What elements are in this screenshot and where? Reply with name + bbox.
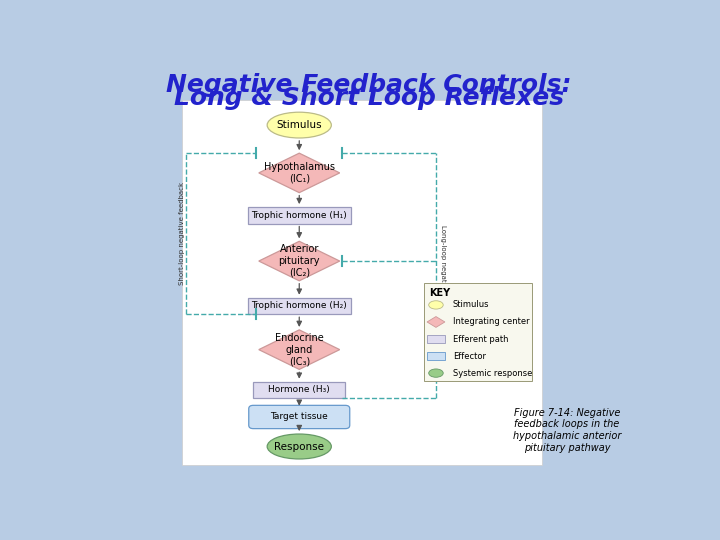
FancyBboxPatch shape [427, 352, 445, 360]
Text: Stimulus: Stimulus [453, 300, 489, 309]
Text: Stimulus: Stimulus [276, 120, 322, 130]
Polygon shape [427, 316, 445, 327]
Text: Hormone (H₃): Hormone (H₃) [269, 386, 330, 394]
Text: Figure 7-14: Negative
feedback loops in the
hypothalamic anterior
pituitary path: Figure 7-14: Negative feedback loops in … [513, 408, 621, 453]
Text: Trophic hormone (H₂): Trophic hormone (H₂) [251, 301, 347, 310]
Text: Integrating center: Integrating center [453, 318, 529, 327]
Ellipse shape [267, 112, 331, 138]
Polygon shape [258, 330, 340, 369]
FancyBboxPatch shape [253, 382, 346, 399]
FancyBboxPatch shape [423, 283, 533, 381]
Text: Long & Short Loop Reflexes: Long & Short Loop Reflexes [174, 86, 564, 110]
Ellipse shape [428, 369, 444, 377]
Ellipse shape [428, 301, 444, 309]
FancyBboxPatch shape [248, 406, 350, 429]
Text: KEY: KEY [429, 288, 451, 298]
FancyBboxPatch shape [427, 335, 445, 343]
Text: Efferent path: Efferent path [453, 334, 508, 343]
Polygon shape [258, 241, 340, 281]
FancyBboxPatch shape [248, 207, 351, 224]
Text: Anterior
pituitary
(IC₂): Anterior pituitary (IC₂) [279, 245, 320, 278]
Ellipse shape [267, 434, 331, 459]
Text: Negative Feedback Controls:: Negative Feedback Controls: [166, 73, 572, 97]
Polygon shape [258, 153, 340, 193]
Text: Target tissue: Target tissue [271, 413, 328, 422]
Text: Hypothalamus
(IC₁): Hypothalamus (IC₁) [264, 162, 335, 184]
Text: Systemic response: Systemic response [453, 369, 532, 377]
FancyBboxPatch shape [182, 100, 542, 465]
Text: Long-loop negative feedback: Long-loop negative feedback [440, 225, 446, 326]
FancyBboxPatch shape [248, 298, 351, 314]
Text: Effector: Effector [453, 352, 486, 361]
Text: Short-loop negative feedback: Short-loop negative feedback [179, 182, 184, 285]
Text: Response: Response [274, 442, 324, 451]
Text: Endocrine
gland
(IC₃): Endocrine gland (IC₃) [275, 333, 323, 366]
Text: Trophic hormone (H₁): Trophic hormone (H₁) [251, 211, 347, 220]
